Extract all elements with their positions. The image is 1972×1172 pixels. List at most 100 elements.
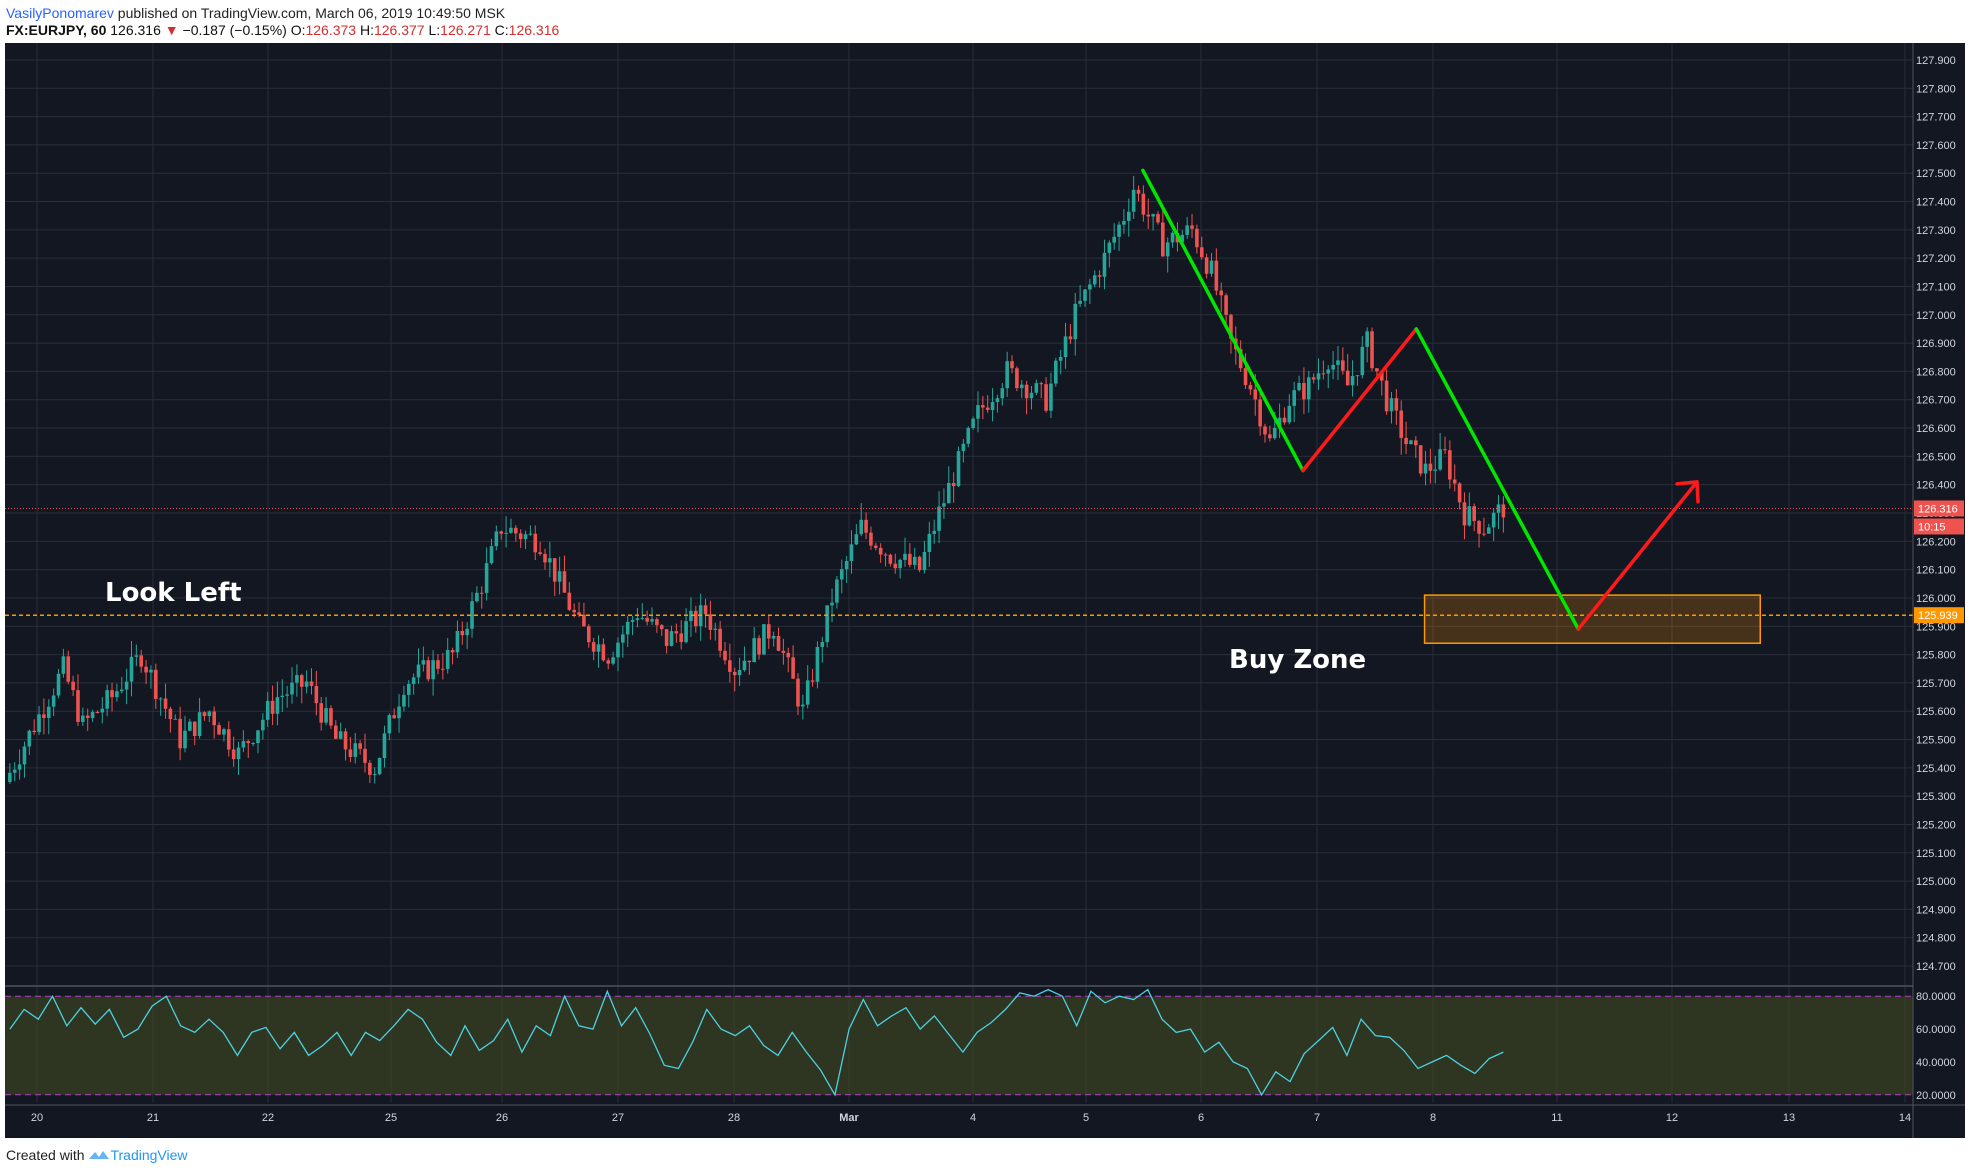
x-tick-label: 11 [1551, 1112, 1562, 1124]
y-tick-label: 124.700 [1916, 961, 1956, 973]
x-tick-label: 26 [496, 1112, 508, 1124]
candle-body [149, 669, 153, 673]
candle-body [1190, 225, 1194, 229]
candle-body [285, 694, 289, 696]
y-tick-label: 125.700 [1916, 678, 1956, 690]
candle-body [932, 530, 936, 534]
candle-body [212, 711, 216, 726]
candle-body [372, 774, 377, 776]
candle-body [202, 712, 207, 717]
candle-body [1078, 300, 1082, 304]
candle-body [1243, 368, 1248, 386]
buy-zone-box [1423, 594, 1761, 644]
candle-body [903, 553, 907, 560]
candle-body [567, 592, 572, 610]
y-tick-label: 126.000 [1916, 593, 1956, 605]
candle-body [110, 690, 114, 698]
candle-body [805, 680, 810, 705]
candle-body [874, 545, 878, 548]
candle-body [1370, 331, 1374, 369]
candle-body [937, 506, 941, 531]
candle-body [1316, 373, 1321, 380]
candle-body [499, 531, 504, 534]
candle-body [946, 482, 951, 504]
candle-body [392, 715, 396, 719]
candle-body [1136, 189, 1141, 194]
x-tick-label: 20 [31, 1112, 43, 1124]
y-tick-label: 125.300 [1916, 791, 1956, 803]
grid [5, 43, 1913, 1103]
x-tick-label: 25 [385, 1112, 397, 1124]
candle-body [1161, 222, 1165, 257]
x-tick-label: 13 [1783, 1112, 1795, 1124]
support-price-tag: 125.939 [1918, 610, 1958, 622]
candle-body [1467, 506, 1472, 526]
candle-body [1292, 390, 1296, 406]
tradingview-link[interactable]: TradingView [110, 1147, 188, 1163]
candle-body [1199, 247, 1204, 258]
candle-body [966, 428, 971, 444]
candle-body [582, 614, 586, 627]
candle-body [222, 729, 226, 735]
candle-body [319, 703, 324, 723]
rsi-tick-label: 60.0000 [1916, 1024, 1956, 1036]
candle-body [450, 650, 455, 653]
candle-body [869, 532, 873, 546]
price-chart[interactable]: 127.900 127.800 127.700 127.600 127.500 127.4… [5, 43, 1965, 1138]
candle-body [1311, 377, 1316, 380]
candle-body [1214, 260, 1219, 291]
projection-green-leg-1 [1141, 168, 1305, 473]
candle-body [1209, 260, 1214, 274]
candle-body [455, 631, 460, 653]
arrow-head-icon [1675, 480, 1700, 504]
candle-body [679, 633, 684, 643]
candle-body [436, 660, 440, 669]
y-tick-label: 127.900 [1916, 55, 1956, 67]
candle-body [1068, 336, 1073, 340]
candle-body [144, 666, 148, 673]
candle-body [1477, 520, 1481, 534]
candle-body [538, 552, 542, 554]
x-tick-label: 21 [147, 1112, 159, 1124]
x-tick-label: 22 [262, 1112, 274, 1124]
candle-body [1389, 398, 1394, 412]
candle-body [757, 638, 761, 655]
rsi-tick-label: 80.0000 [1916, 991, 1956, 1003]
buy-zone-label: Buy Zone [1229, 645, 1366, 675]
candle-body [771, 635, 776, 639]
candle-body [1092, 275, 1097, 285]
candle-body [1350, 375, 1355, 386]
candle-body [1321, 373, 1326, 375]
candle-body [1005, 361, 1009, 389]
candle-body [990, 402, 995, 411]
candle-body [1180, 234, 1185, 243]
candles [8, 175, 1506, 784]
candle-body [8, 772, 12, 782]
candle-body [995, 398, 1000, 403]
open-value: 126.373 [305, 22, 357, 38]
candle-body [1306, 377, 1311, 400]
candle-body [1229, 314, 1233, 339]
candle-body [985, 407, 990, 411]
candle-body [329, 708, 333, 726]
candle-body [640, 617, 645, 619]
candle-body [1341, 360, 1345, 371]
candle-body [504, 532, 508, 534]
last-price-tag: 126.316 [1918, 503, 1958, 515]
y-tick-label: 127.700 [1916, 112, 1956, 124]
candle-body [591, 642, 596, 652]
candle-body [577, 612, 581, 615]
y-tick-label: 125.200 [1916, 819, 1956, 831]
candle-body [197, 712, 202, 737]
author-link[interactable]: VasilyPonomarev [6, 5, 114, 21]
y-tick-label: 125.000 [1916, 876, 1956, 888]
candle-body [1170, 232, 1175, 243]
candle-body [552, 558, 557, 582]
candle-body [1399, 410, 1404, 438]
y-tick-label: 127.800 [1916, 83, 1956, 95]
symbol-name[interactable]: FX:EURJPY, 60 [6, 22, 107, 38]
candle-body [37, 714, 41, 733]
candle-body [514, 527, 518, 534]
candle-body [484, 563, 489, 593]
y-tick-label: 126.600 [1916, 423, 1956, 435]
